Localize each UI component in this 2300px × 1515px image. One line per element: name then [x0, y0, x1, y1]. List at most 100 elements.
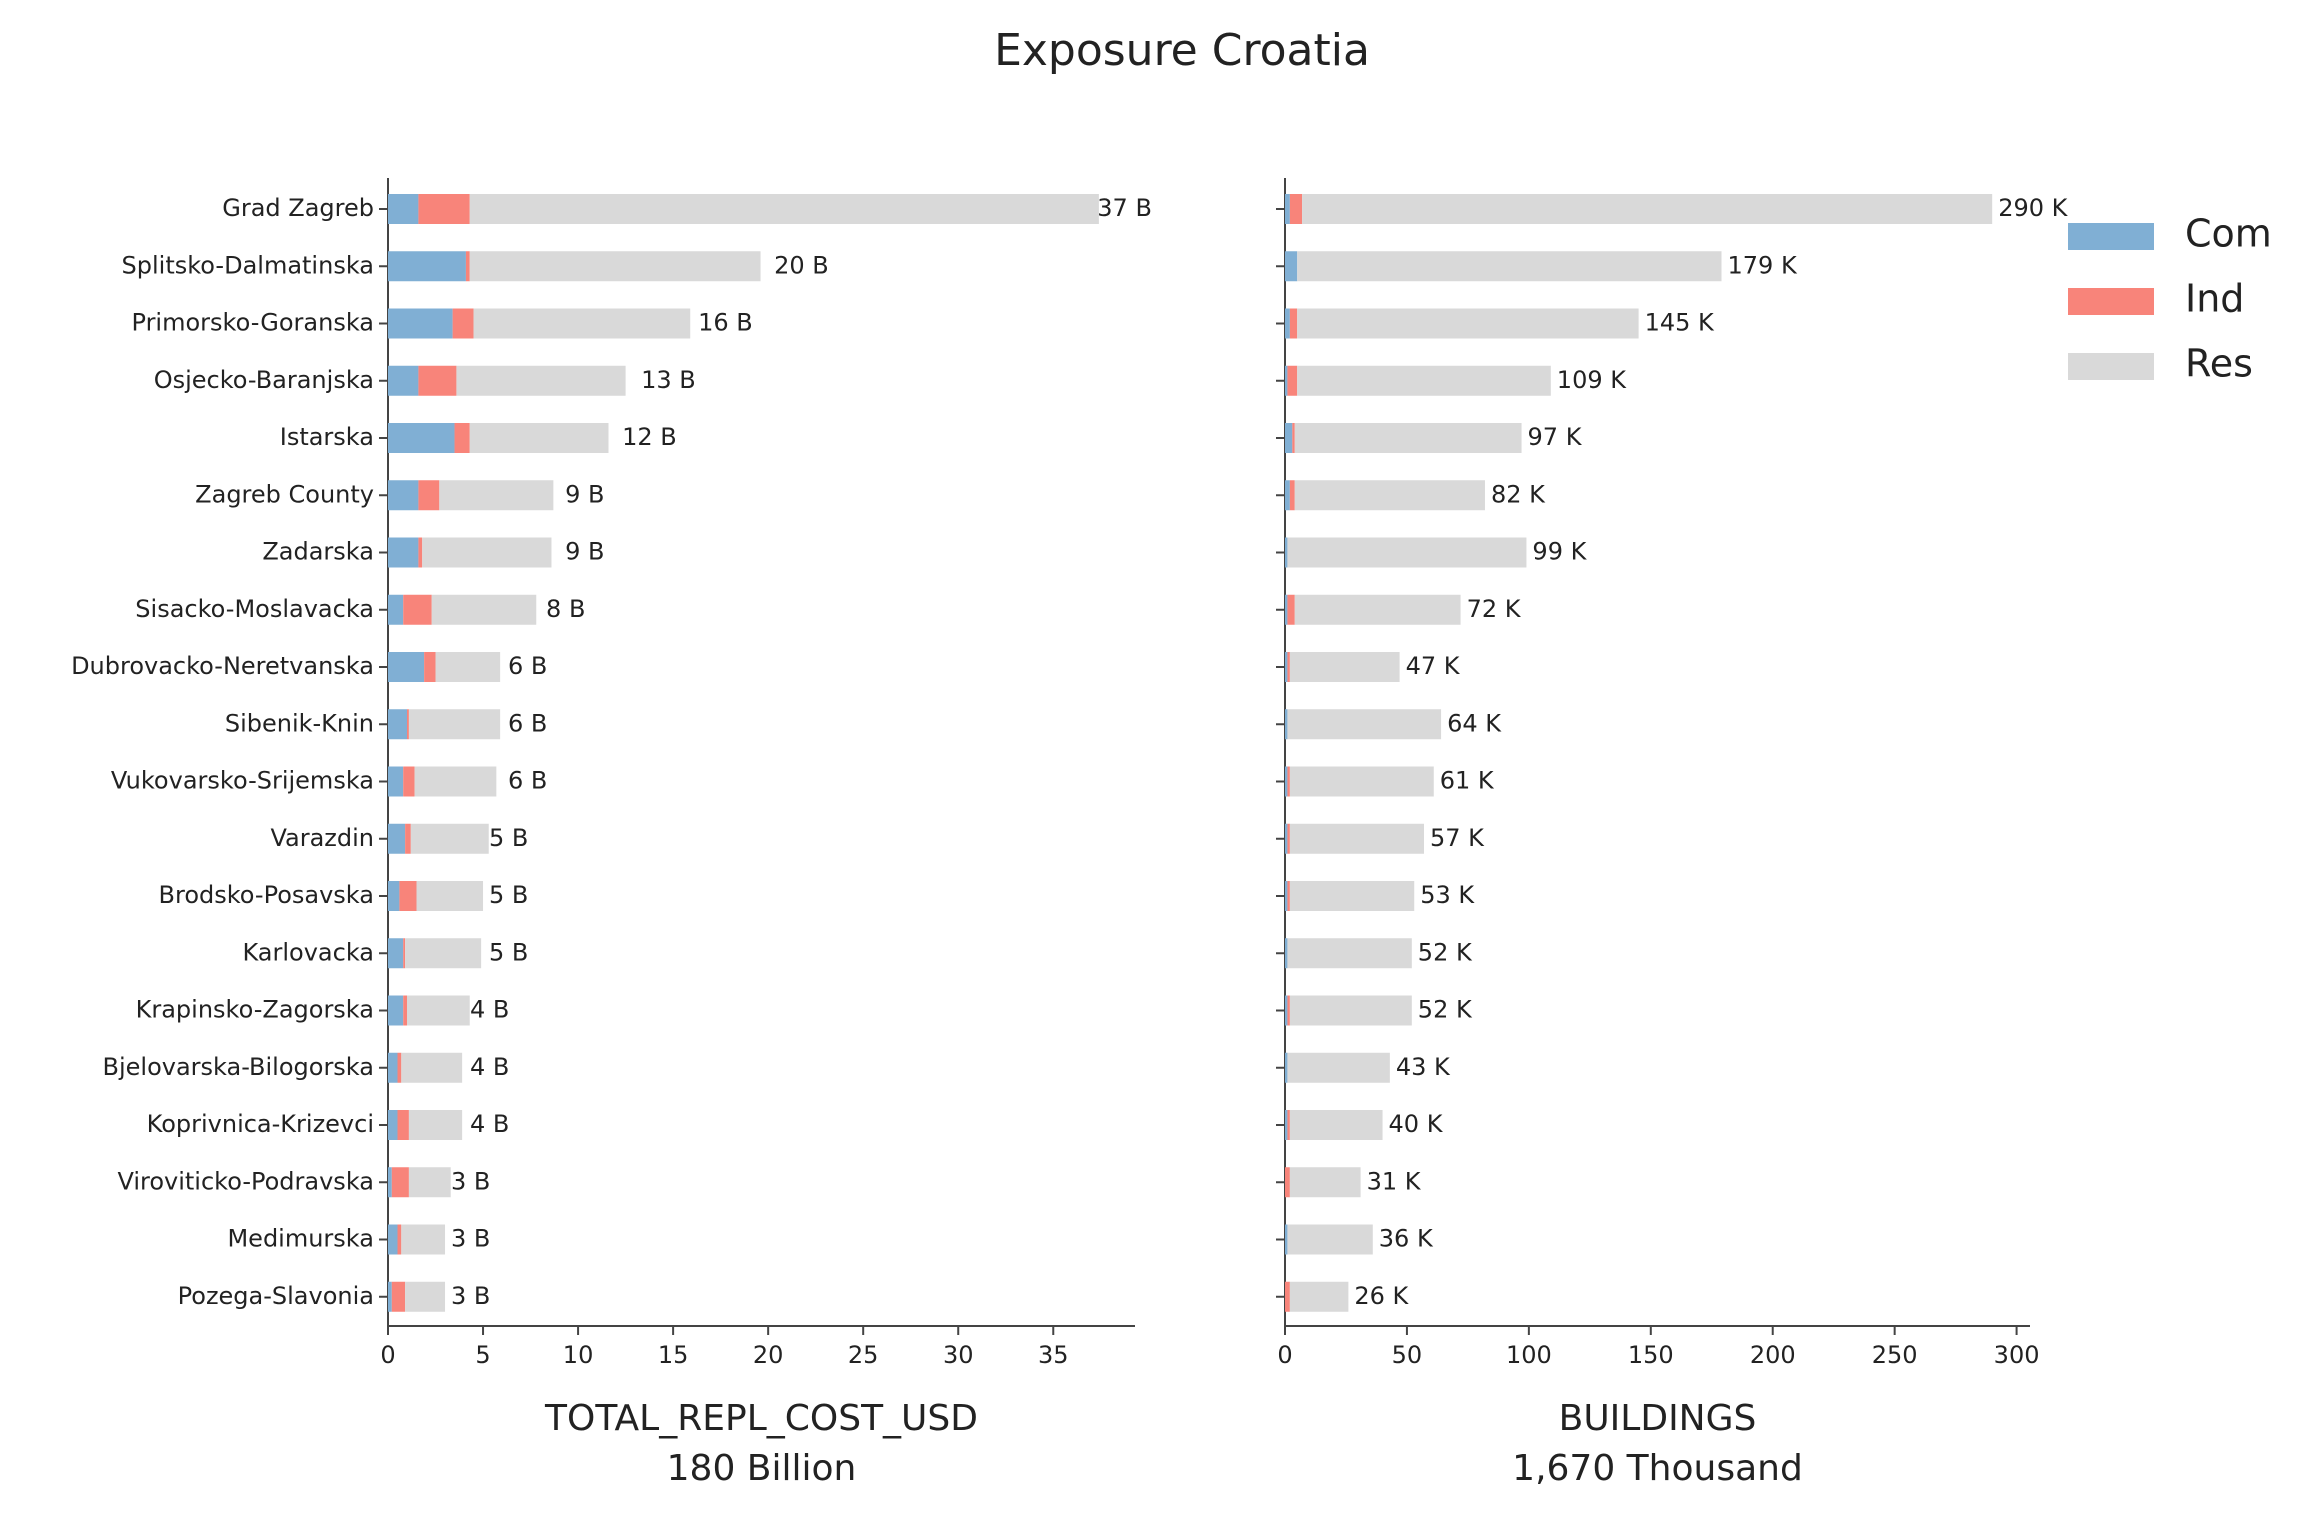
- total-label: 37 B: [1097, 194, 1152, 222]
- total-label: 6 B: [508, 709, 547, 737]
- total-label: 47 K: [1406, 652, 1461, 680]
- bar-segment: [388, 1224, 398, 1255]
- bar-segment: [1285, 823, 1288, 854]
- bar-segment: [469, 194, 1099, 224]
- bar-segment: [473, 308, 691, 339]
- bar-segment: [1294, 480, 1485, 511]
- total-label: 9 B: [565, 480, 604, 508]
- x-tick-label: 20: [753, 1341, 784, 1369]
- y-tick-label: Pozega-Slavonia: [178, 1282, 374, 1310]
- bar-segment: [403, 938, 406, 969]
- bar-segment: [388, 938, 404, 969]
- bar-segment: [456, 365, 626, 396]
- total-label: 5 B: [489, 938, 528, 966]
- bar-segment: [388, 881, 400, 911]
- bar-segment: [1285, 537, 1288, 568]
- bar-segment: [410, 823, 489, 854]
- x-tick-label: 50: [1392, 1341, 1423, 1369]
- bar-segment: [1287, 1052, 1390, 1083]
- bar-segment: [405, 1281, 446, 1312]
- bar-segment: [1285, 308, 1290, 339]
- y-tick-label: Brodsko-Posavska: [159, 881, 374, 909]
- bar-segment: [399, 881, 417, 911]
- bar-segment: [469, 423, 609, 453]
- total-label: 3 B: [451, 1282, 490, 1310]
- bar-segment: [1287, 365, 1298, 396]
- total-label: 5 B: [489, 824, 528, 852]
- bar-segment: [388, 537, 419, 568]
- bar-segment: [407, 995, 470, 1026]
- x-tick-label: 25: [848, 1341, 879, 1369]
- bar-segment: [403, 995, 408, 1026]
- y-tick-label: Vukovarsko-Srijemska: [111, 767, 374, 795]
- total-label: 20 B: [774, 251, 829, 279]
- x-tick-label: 0: [380, 1341, 395, 1369]
- y-tick-label: Sibenik-Knin: [225, 709, 374, 737]
- bar-segment: [1294, 594, 1461, 625]
- y-tick-label: Krapinsko-Zagorska: [136, 996, 374, 1024]
- y-tick-label: Zagreb County: [195, 480, 374, 508]
- total-label: 179 K: [1728, 251, 1798, 279]
- total-label: 72 K: [1467, 595, 1522, 623]
- bar-segment: [405, 938, 482, 969]
- bar-segment: [388, 995, 404, 1026]
- y-tick-label: Karlovacka: [242, 938, 374, 966]
- bar-segment: [1297, 365, 1551, 396]
- x-axis-title: TOTAL_REPL_COST_USD: [544, 1398, 978, 1439]
- bar-segment: [1285, 251, 1298, 282]
- bar-segment: [1289, 881, 1415, 911]
- x-tick-label: 300: [1994, 1341, 2040, 1369]
- bar-segment: [1289, 480, 1295, 511]
- bar-segment: [1285, 709, 1288, 740]
- bar-segment: [1297, 251, 1722, 282]
- bar-segment: [401, 1224, 446, 1255]
- bar-segment: [1287, 537, 1527, 568]
- y-tick-label: Primorsko-Goranska: [132, 309, 374, 337]
- bar-segment: [422, 537, 552, 568]
- bar-segment: [1287, 1224, 1373, 1255]
- bar-segment: [397, 1110, 409, 1140]
- bar-segment: [403, 766, 415, 797]
- total-label: 61 K: [1440, 767, 1495, 795]
- bar-segment: [1289, 995, 1412, 1026]
- bar-segment: [397, 1224, 402, 1255]
- bar-segment: [1289, 308, 1298, 339]
- x-axis-subtitle: 180 Billion: [667, 1448, 857, 1489]
- bar-segment: [1287, 709, 1442, 740]
- bar-segment: [439, 480, 554, 511]
- bar-segment: [388, 194, 419, 224]
- bar-segment: [1289, 1110, 1383, 1140]
- x-tick-label: 200: [1750, 1341, 1796, 1369]
- bar-segment: [388, 480, 419, 511]
- x-tick-label: 5: [475, 1341, 490, 1369]
- bar-segment: [1287, 766, 1290, 797]
- y-tick-label: Zadarska: [262, 538, 374, 566]
- bar-segment: [418, 194, 470, 224]
- legend-swatch: [2068, 223, 2154, 250]
- bar-segment: [1285, 423, 1293, 453]
- y-tick-label: Osjecko-Baranjska: [154, 366, 374, 394]
- bar-segment: [1289, 652, 1400, 682]
- total-label: 8 B: [546, 595, 585, 623]
- bar-segment: [391, 1281, 406, 1312]
- bar-segment: [1285, 881, 1288, 911]
- total-label: 13 B: [641, 366, 696, 394]
- total-label: 4 B: [470, 1110, 509, 1138]
- legend-label: Res: [2185, 342, 2253, 386]
- bar-segment: [416, 881, 484, 911]
- total-label: 53 K: [1420, 881, 1475, 909]
- x-tick-label: 30: [943, 1341, 974, 1369]
- bar-segment: [405, 823, 411, 854]
- total-label: 16 B: [698, 309, 753, 337]
- x-tick-label: 150: [1628, 1341, 1674, 1369]
- bar-segment: [1285, 194, 1290, 224]
- bar-segment: [1289, 823, 1425, 854]
- bar-segment: [1287, 823, 1290, 854]
- total-label: 145 K: [1645, 309, 1715, 337]
- y-tick-label: Splitsko-Dalmatinska: [122, 251, 374, 279]
- total-label: 52 K: [1418, 938, 1473, 966]
- bar-segment: [1285, 938, 1288, 969]
- bar-segment: [391, 1167, 409, 1198]
- legend-swatch: [2068, 288, 2154, 315]
- legend-label: Com: [2185, 212, 2272, 256]
